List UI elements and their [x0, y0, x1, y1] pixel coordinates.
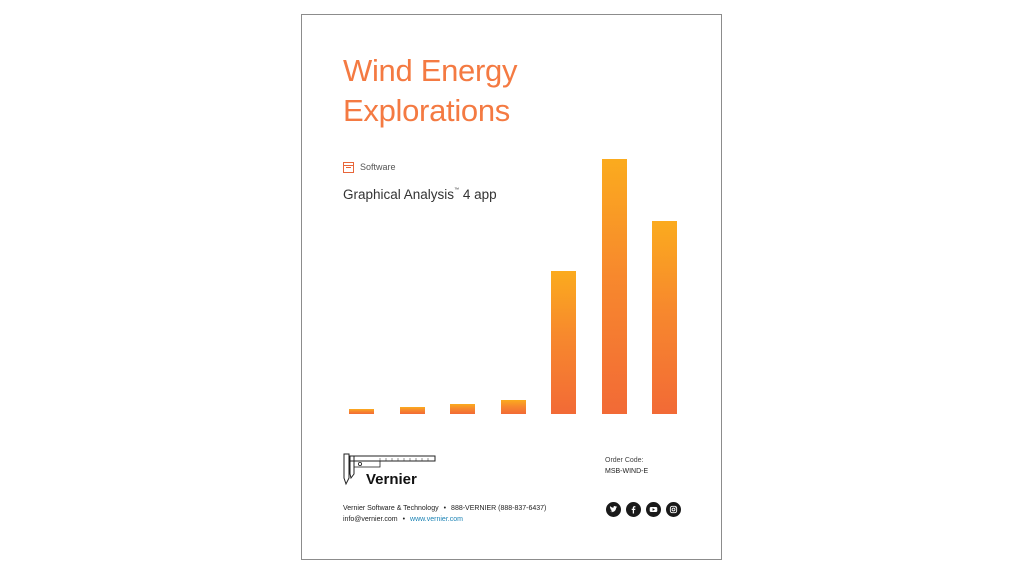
decorative-bar: [399, 407, 425, 414]
trademark-symbol: ™: [454, 187, 460, 193]
subtitle-main: Graphical Analysis: [343, 187, 455, 202]
website-link[interactable]: www.vernier.com: [410, 516, 463, 523]
contact-info: Vernier Software & Technology • 888-VERNIE…: [343, 503, 546, 525]
decorative-bar: [551, 271, 576, 414]
facebook-icon[interactable]: [626, 502, 641, 517]
decorative-bar: [349, 409, 374, 414]
subtitle-rest: 4 app: [459, 187, 497, 202]
software-window-icon: [343, 161, 354, 173]
order-code: MSB-WIND-E: [605, 468, 649, 475]
company-name: Vernier Software & Technology: [343, 505, 439, 512]
title-line-1: Wind Energy: [343, 53, 518, 88]
order-info: Order Code: MSB-WIND-E: [605, 455, 648, 477]
social-links: [606, 502, 681, 517]
phone-number: 888-VERNIER (888-837-6437): [451, 505, 547, 512]
contact-line-1: Vernier Software & Technology • 888-VERNIE…: [343, 503, 546, 514]
twitter-icon[interactable]: [606, 502, 621, 517]
email-link[interactable]: info@vernier.com: [343, 516, 398, 523]
page-title: Wind Energy Explorations: [343, 51, 517, 131]
title-line-2: Explorations: [343, 93, 510, 128]
decorative-bar: [652, 221, 677, 414]
order-code-label: Order Code:: [605, 457, 644, 464]
category-label: Software: [360, 162, 396, 172]
svg-text:Vernier: Vernier: [366, 471, 417, 488]
category-row: Software: [343, 160, 396, 174]
youtube-icon[interactable]: [646, 502, 661, 517]
instagram-icon[interactable]: [666, 502, 681, 517]
decorative-bar: [500, 400, 526, 414]
contact-line-2: info@vernier.com • www.vernier.com: [343, 514, 546, 525]
subtitle: Graphical Analysis™ 4 app: [343, 187, 497, 202]
decorative-bar: [450, 404, 475, 414]
bullet-separator: •: [402, 516, 406, 523]
document-cover: Wind Energy Explorations Software Graphi…: [301, 14, 722, 560]
bullet-separator: •: [443, 505, 447, 512]
vernier-logo: Vernier: [343, 453, 436, 488]
decorative-bar: [601, 159, 627, 414]
